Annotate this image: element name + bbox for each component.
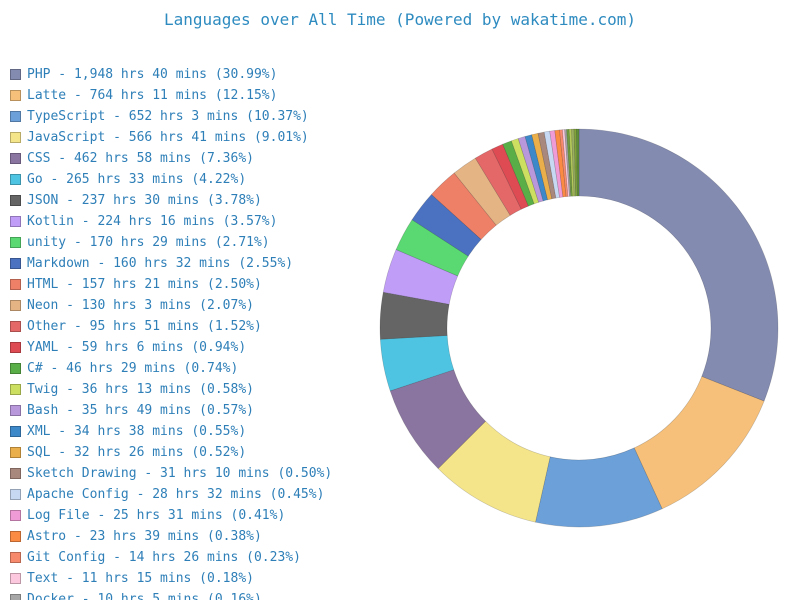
legend-label: Twig - 36 hrs 13 mins (0.58%): [27, 382, 254, 397]
legend-item[interactable]: Git Config - 14 hrs 26 mins (0.23%): [10, 547, 370, 568]
legend-swatch: [10, 216, 21, 227]
pie-slice[interactable]: [633, 376, 765, 510]
legend-label: Log File - 25 hrs 31 mins (0.41%): [27, 508, 286, 523]
legend-swatch: [10, 489, 21, 500]
legend-label: Markdown - 160 hrs 32 mins (2.55%): [27, 256, 294, 271]
legend-item[interactable]: unity - 170 hrs 29 mins (2.71%): [10, 232, 370, 253]
legend-swatch: [10, 90, 21, 101]
legend-label: Bash - 35 hrs 49 mins (0.57%): [27, 403, 254, 418]
legend-swatch: [10, 237, 21, 248]
legend-label: CSS - 462 hrs 58 mins (7.36%): [27, 151, 254, 166]
legend-label: TypeScript - 652 hrs 3 mins (10.37%): [27, 109, 309, 124]
pie-slice[interactable]: [576, 128, 580, 197]
legend-swatch: [10, 447, 21, 458]
legend-item[interactable]: XML - 34 hrs 38 mins (0.55%): [10, 421, 370, 442]
legend-swatch: [10, 405, 21, 416]
legend-item[interactable]: SQL - 32 hrs 26 mins (0.52%): [10, 442, 370, 463]
legend-item[interactable]: JSON - 237 hrs 30 mins (3.78%): [10, 190, 370, 211]
donut-chart: [379, 128, 779, 528]
legend-label: SQL - 32 hrs 26 mins (0.52%): [27, 445, 247, 460]
legend-item[interactable]: JavaScript - 566 hrs 41 mins (9.01%): [10, 127, 370, 148]
legend-swatch: [10, 258, 21, 269]
legend-label: C# - 46 hrs 29 mins (0.74%): [27, 361, 239, 376]
legend-swatch: [10, 153, 21, 164]
legend-item[interactable]: C# - 46 hrs 29 mins (0.74%): [10, 358, 370, 379]
legend-swatch: [10, 279, 21, 290]
legend-item[interactable]: Text - 11 hrs 15 mins (0.18%): [10, 568, 370, 589]
legend-item[interactable]: Kotlin - 224 hrs 16 mins (3.57%): [10, 211, 370, 232]
legend-label: Latte - 764 hrs 11 mins (12.15%): [27, 88, 278, 103]
legend-swatch: [10, 468, 21, 479]
chart-title: Languages over All Time (Powered by waka…: [163, 10, 636, 29]
legend-swatch: [10, 321, 21, 332]
legend-swatch: [10, 384, 21, 395]
legend-swatch: [10, 426, 21, 437]
legend-item[interactable]: HTML - 157 hrs 21 mins (2.50%): [10, 274, 370, 295]
legend-swatch: [10, 510, 21, 521]
legend-label: Docker - 10 hrs 5 mins (0.16%): [27, 592, 262, 600]
legend-item[interactable]: Bash - 35 hrs 49 mins (0.57%): [10, 400, 370, 421]
legend-item[interactable]: Neon - 130 hrs 3 mins (2.07%): [10, 295, 370, 316]
legend-label: Other - 95 hrs 51 mins (1.52%): [27, 319, 262, 334]
legend-label: Kotlin - 224 hrs 16 mins (3.57%): [27, 214, 278, 229]
legend-label: Neon - 130 hrs 3 mins (2.07%): [27, 298, 254, 313]
legend-item[interactable]: Twig - 36 hrs 13 mins (0.58%): [10, 379, 370, 400]
legend-label: Git Config - 14 hrs 26 mins (0.23%): [27, 550, 301, 565]
legend-item[interactable]: PHP - 1,948 hrs 40 mins (30.99%): [10, 64, 370, 85]
legend-swatch: [10, 363, 21, 374]
legend-item[interactable]: YAML - 59 hrs 6 mins (0.94%): [10, 337, 370, 358]
legend-swatch: [10, 342, 21, 353]
legend-label: Sketch Drawing - 31 hrs 10 mins (0.50%): [27, 466, 333, 481]
legend-label: unity - 170 hrs 29 mins (2.71%): [27, 235, 270, 250]
legend-swatch: [10, 69, 21, 80]
legend-item[interactable]: Docker - 10 hrs 5 mins (0.16%): [10, 589, 370, 600]
legend-label: JavaScript - 566 hrs 41 mins (9.01%): [27, 130, 309, 145]
legend-swatch: [10, 594, 21, 600]
legend-label: JSON - 237 hrs 30 mins (3.78%): [27, 193, 262, 208]
legend-swatch: [10, 552, 21, 563]
pie-slice[interactable]: [578, 128, 779, 402]
legend-item[interactable]: Latte - 764 hrs 11 mins (12.15%): [10, 85, 370, 106]
legend-label: XML - 34 hrs 38 mins (0.55%): [27, 424, 247, 439]
legend-label: Astro - 23 hrs 39 mins (0.38%): [27, 529, 262, 544]
legend-item[interactable]: Sketch Drawing - 31 hrs 10 mins (0.50%): [10, 463, 370, 484]
legend-swatch: [10, 573, 21, 584]
legend-swatch: [10, 195, 21, 206]
legend-item[interactable]: Markdown - 160 hrs 32 mins (2.55%): [10, 253, 370, 274]
legend-label: Apache Config - 28 hrs 32 mins (0.45%): [27, 487, 325, 502]
legend-swatch: [10, 300, 21, 311]
legend-label: Go - 265 hrs 33 mins (4.22%): [27, 172, 247, 187]
legend-label: HTML - 157 hrs 21 mins (2.50%): [27, 277, 262, 292]
pie-slice[interactable]: [535, 447, 663, 528]
legend-item[interactable]: Apache Config - 28 hrs 32 mins (0.45%): [10, 484, 370, 505]
legend-swatch: [10, 111, 21, 122]
legend-swatch: [10, 531, 21, 542]
legend-item[interactable]: Astro - 23 hrs 39 mins (0.38%): [10, 526, 370, 547]
legend: PHP - 1,948 hrs 40 mins (30.99%) Latte - …: [10, 64, 370, 600]
legend-swatch: [10, 174, 21, 185]
legend-item[interactable]: CSS - 462 hrs 58 mins (7.36%): [10, 148, 370, 169]
legend-swatch: [10, 132, 21, 143]
legend-label: PHP - 1,948 hrs 40 mins (30.99%): [27, 67, 278, 82]
legend-item[interactable]: Log File - 25 hrs 31 mins (0.41%): [10, 505, 370, 526]
legend-item[interactable]: Other - 95 hrs 51 mins (1.52%): [10, 316, 370, 337]
legend-item[interactable]: Go - 265 hrs 33 mins (4.22%): [10, 169, 370, 190]
legend-label: YAML - 59 hrs 6 mins (0.94%): [27, 340, 247, 355]
legend-label: Text - 11 hrs 15 mins (0.18%): [27, 571, 254, 586]
legend-item[interactable]: TypeScript - 652 hrs 3 mins (10.37%): [10, 106, 370, 127]
